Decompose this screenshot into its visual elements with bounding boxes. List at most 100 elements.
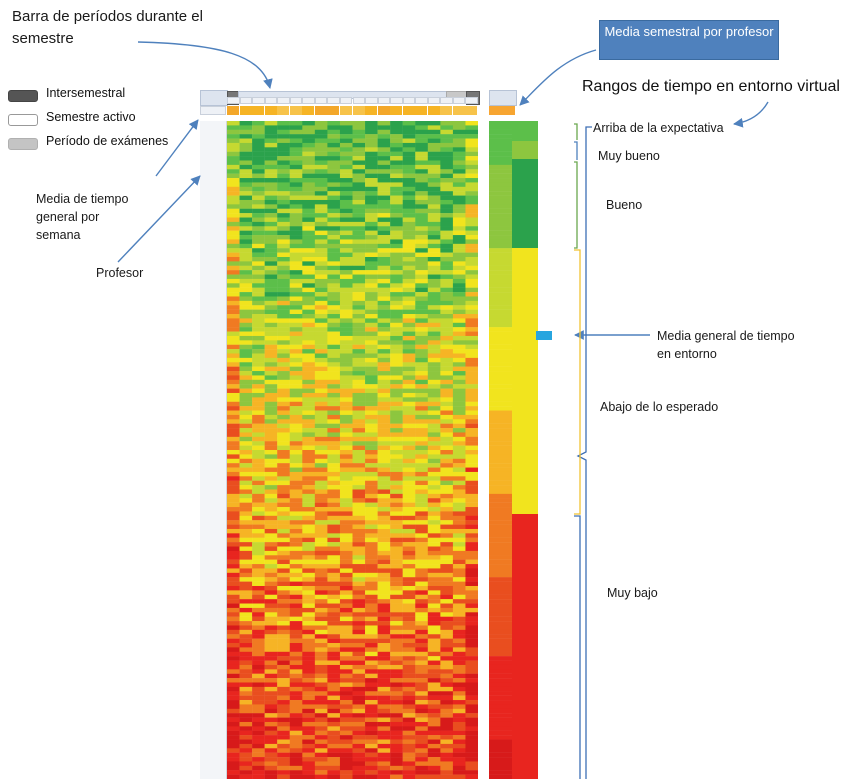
heatmap-cell [314, 331, 328, 337]
heatmap-cell [339, 147, 353, 152]
heatmap-cell [314, 169, 328, 174]
heatmap-cell [465, 432, 478, 438]
heatmap-cell [252, 533, 265, 538]
heatmap-cell [402, 730, 416, 736]
heatmap-cell [427, 568, 441, 574]
heatmap-cell [314, 643, 328, 648]
heatmap-cell [415, 726, 428, 731]
heatmap-cell [277, 735, 290, 740]
heatmap-cell [415, 450, 428, 455]
heatmap-cell [352, 471, 366, 477]
heatmap-cell [227, 708, 240, 714]
heatmap-cell [339, 621, 353, 626]
heatmap-cell [352, 208, 366, 214]
heatmap-cell [239, 322, 253, 328]
heatmap-cell [415, 125, 428, 130]
heatmap-cell [314, 572, 328, 578]
heatmap-cell [239, 344, 253, 350]
heatmap-cell [465, 221, 478, 227]
heatmap-cell [227, 270, 240, 275]
media-semestral-cell [489, 581, 515, 587]
heatmap-cell [427, 748, 441, 753]
heatmap-cell [302, 379, 316, 385]
heatmap-cell [440, 585, 454, 591]
heatmap-cell [452, 256, 466, 262]
media-semestral-cell [489, 445, 515, 451]
heatmap-cell [427, 142, 441, 148]
heatmap-cell [427, 524, 441, 530]
heatmap-cell [314, 300, 328, 306]
heatmap-cell [339, 318, 353, 323]
media-semestral-cell [489, 239, 515, 245]
heatmap-cell [402, 713, 416, 718]
heatmap-cell [339, 261, 353, 266]
heatmap-cell [427, 283, 441, 288]
heatmap-cell [415, 533, 428, 538]
heatmap-cell [390, 384, 403, 389]
media-semestral-cell [489, 252, 515, 258]
heatmap-cell [239, 278, 253, 284]
heatmap-cell [239, 480, 253, 486]
heatmap-cell [377, 441, 391, 446]
heatmap-cell [415, 515, 428, 521]
heatmap-cell [314, 261, 328, 266]
heatmap-cell [377, 235, 391, 240]
heatmap-cell [465, 774, 478, 779]
heatmap-cell [302, 366, 316, 372]
heatmap-cell [314, 774, 328, 779]
heatmap-cell [427, 248, 441, 253]
heatmap-cell [289, 353, 303, 359]
heatmap-cell [390, 502, 403, 508]
heatmap-cell [252, 121, 265, 126]
heatmap-cell [352, 761, 366, 767]
media-semestral-cell [489, 292, 515, 297]
heatmap-cell [239, 296, 253, 302]
heatmap-cell [252, 450, 265, 455]
heatmap-cell [440, 533, 454, 538]
heatmap-cell [239, 730, 253, 736]
heatmap-cell [365, 371, 378, 376]
heatmap-cell [227, 414, 240, 420]
heatmap-cell [427, 634, 441, 639]
heatmap-cell [365, 349, 378, 354]
heatmap-cell [390, 498, 403, 503]
heatmap-cell [390, 419, 403, 424]
heatmap-cell [352, 599, 366, 604]
heatmap-cell [239, 169, 253, 174]
heatmap-cell [289, 213, 303, 218]
heatmap-cell [264, 471, 278, 477]
heatmap-cell [264, 717, 278, 723]
heatmap-cell [465, 283, 478, 288]
heatmap-cell [427, 353, 441, 359]
heatmap-cell [415, 278, 428, 284]
media-semestral-cell [489, 752, 515, 758]
heatmap-cell [314, 471, 328, 477]
heatmap-cell [377, 221, 391, 227]
heatmap-cell [415, 678, 428, 683]
heatmap-cell [327, 467, 341, 473]
heatmap-cell [302, 537, 316, 543]
heatmap-cell [390, 314, 403, 319]
heatmap-cell [314, 458, 328, 464]
heatmap-cell [377, 761, 391, 767]
heatmap-cell [452, 445, 466, 451]
heatmap-cell [239, 695, 253, 701]
heatmap-cell [227, 274, 240, 280]
heatmap-cell [227, 550, 240, 556]
heatmap-cell [302, 274, 316, 280]
media-semestral-cell [489, 625, 515, 631]
heatmap-cell [415, 493, 428, 499]
heatmap-cell [302, 502, 316, 508]
media-semestral-cell [489, 195, 515, 201]
heatmap-cell [365, 682, 378, 688]
heatmap-cell [365, 634, 378, 639]
heatmap-cell [239, 625, 253, 631]
heatmap-cell [415, 695, 428, 701]
media-semestral-cell [489, 287, 515, 293]
media-semestral-cell [489, 673, 515, 679]
heatmap-cell [465, 414, 478, 420]
heatmap-cell [289, 568, 303, 574]
heatmap-cell [239, 274, 253, 280]
heatmap-cell [252, 761, 265, 767]
heatmap-cell [302, 757, 316, 762]
